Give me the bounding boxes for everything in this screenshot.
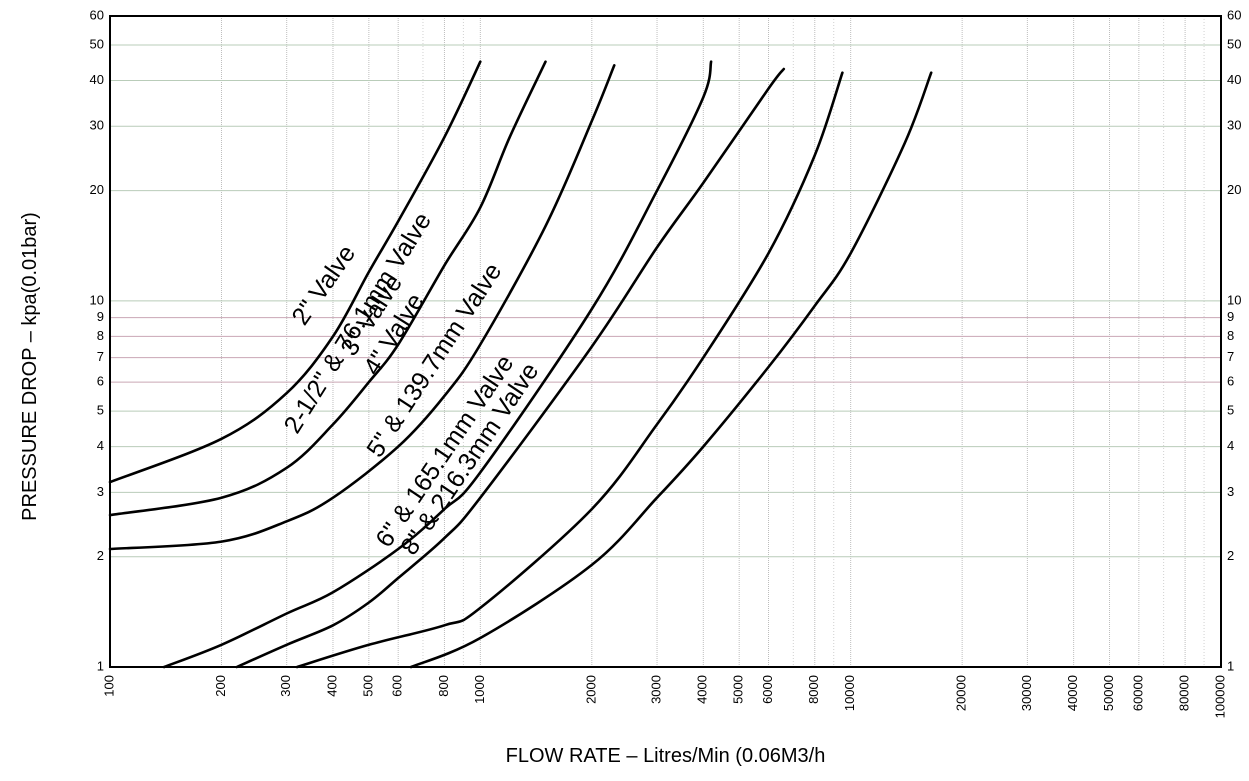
x-tick-label: 100 xyxy=(101,675,116,697)
y-tick-label-left: 60 xyxy=(90,7,104,22)
plot-frame xyxy=(109,15,1222,668)
x-tick-label: 4000 xyxy=(695,675,710,704)
y-tick-label-left: 6 xyxy=(97,374,104,389)
x-tick-label: 10000 xyxy=(842,675,857,711)
y-tick-label-right: 5 xyxy=(1227,403,1234,418)
x-tick-label: 600 xyxy=(390,675,405,697)
curve-layer xyxy=(108,60,933,669)
y-tick-label-left: 4 xyxy=(97,438,104,453)
y-tick-label-left: 8 xyxy=(97,328,104,343)
valve-curve xyxy=(108,60,547,517)
y-tick-label-right: 8 xyxy=(1227,328,1234,343)
y-axis-title: PRESSURE DROP – kpa(0.01bar) xyxy=(19,212,41,521)
y-tick-label-left: 40 xyxy=(90,72,104,87)
x-tick-label: 5000 xyxy=(731,675,746,704)
y-tick-label-right: 6 xyxy=(1227,374,1234,389)
x-tick-label: 200 xyxy=(213,675,228,697)
y-tick-label-left: 3 xyxy=(97,484,104,499)
y-tick-label-left: 5 xyxy=(97,403,104,418)
x-tick-label: 100000 xyxy=(1212,675,1227,718)
x-tick-label: 60000 xyxy=(1130,675,1145,711)
x-tick-label: 800 xyxy=(436,675,451,697)
x-tick-label: 40000 xyxy=(1065,675,1080,711)
valve-curve xyxy=(409,71,933,669)
x-tick-label: 300 xyxy=(278,675,293,697)
y-tick-label-left: 7 xyxy=(97,349,104,364)
x-tick-label: 30000 xyxy=(1019,675,1034,711)
valve-curve xyxy=(108,64,616,551)
x-tick-label: 50000 xyxy=(1101,675,1116,711)
x-tick-label: 20000 xyxy=(954,675,969,711)
x-tick-label: 400 xyxy=(324,675,339,697)
y-tick-label-right: 60 xyxy=(1227,7,1241,22)
x-tick-label: 2000 xyxy=(583,675,598,704)
y-tick-label-right: 20 xyxy=(1227,182,1241,197)
x-tick-label: 1000 xyxy=(472,675,487,704)
y-tick-label-right: 30 xyxy=(1227,118,1241,133)
valve-curve xyxy=(108,60,482,484)
x-tick-label: 8000 xyxy=(806,675,821,704)
x-tick-label: 6000 xyxy=(760,675,775,704)
grid-layer xyxy=(109,15,1222,668)
x-tick-label: 80000 xyxy=(1177,675,1192,711)
valve-curve xyxy=(162,60,713,669)
y-tick-label-right: 7 xyxy=(1227,349,1234,364)
y-tick-label-right: 50 xyxy=(1227,36,1241,51)
x-tick-label: 500 xyxy=(360,675,375,697)
x-axis-title: FLOW RATE – Litres/Min (0.06M3/h xyxy=(506,745,826,767)
y-tick-label-left: 50 xyxy=(90,36,104,51)
y-tick-label-left: 10 xyxy=(90,292,104,307)
y-tick-label-right: 1 xyxy=(1227,658,1234,673)
y-tick-label-left: 2 xyxy=(97,548,104,563)
y-tick-label-right: 10 xyxy=(1227,292,1241,307)
y-tick-label-left: 20 xyxy=(90,182,104,197)
tick-layer: 100 200 300 400 500 600 800 1000 2000 3000 4000 500… xyxy=(90,7,1242,718)
y-tick-label-right: 2 xyxy=(1227,548,1234,563)
y-tick-label-left: 1 xyxy=(97,658,104,673)
valve-curve xyxy=(295,71,844,669)
y-tick-label-left: 9 xyxy=(97,309,104,324)
y-tick-label-right: 4 xyxy=(1227,438,1234,453)
y-tick-label-right: 3 xyxy=(1227,484,1234,499)
x-tick-label: 3000 xyxy=(648,675,663,704)
y-tick-label-right: 9 xyxy=(1227,309,1234,324)
y-tick-label-left: 30 xyxy=(90,118,104,133)
valve-curve xyxy=(235,67,786,669)
y-tick-label-right: 40 xyxy=(1227,72,1241,87)
